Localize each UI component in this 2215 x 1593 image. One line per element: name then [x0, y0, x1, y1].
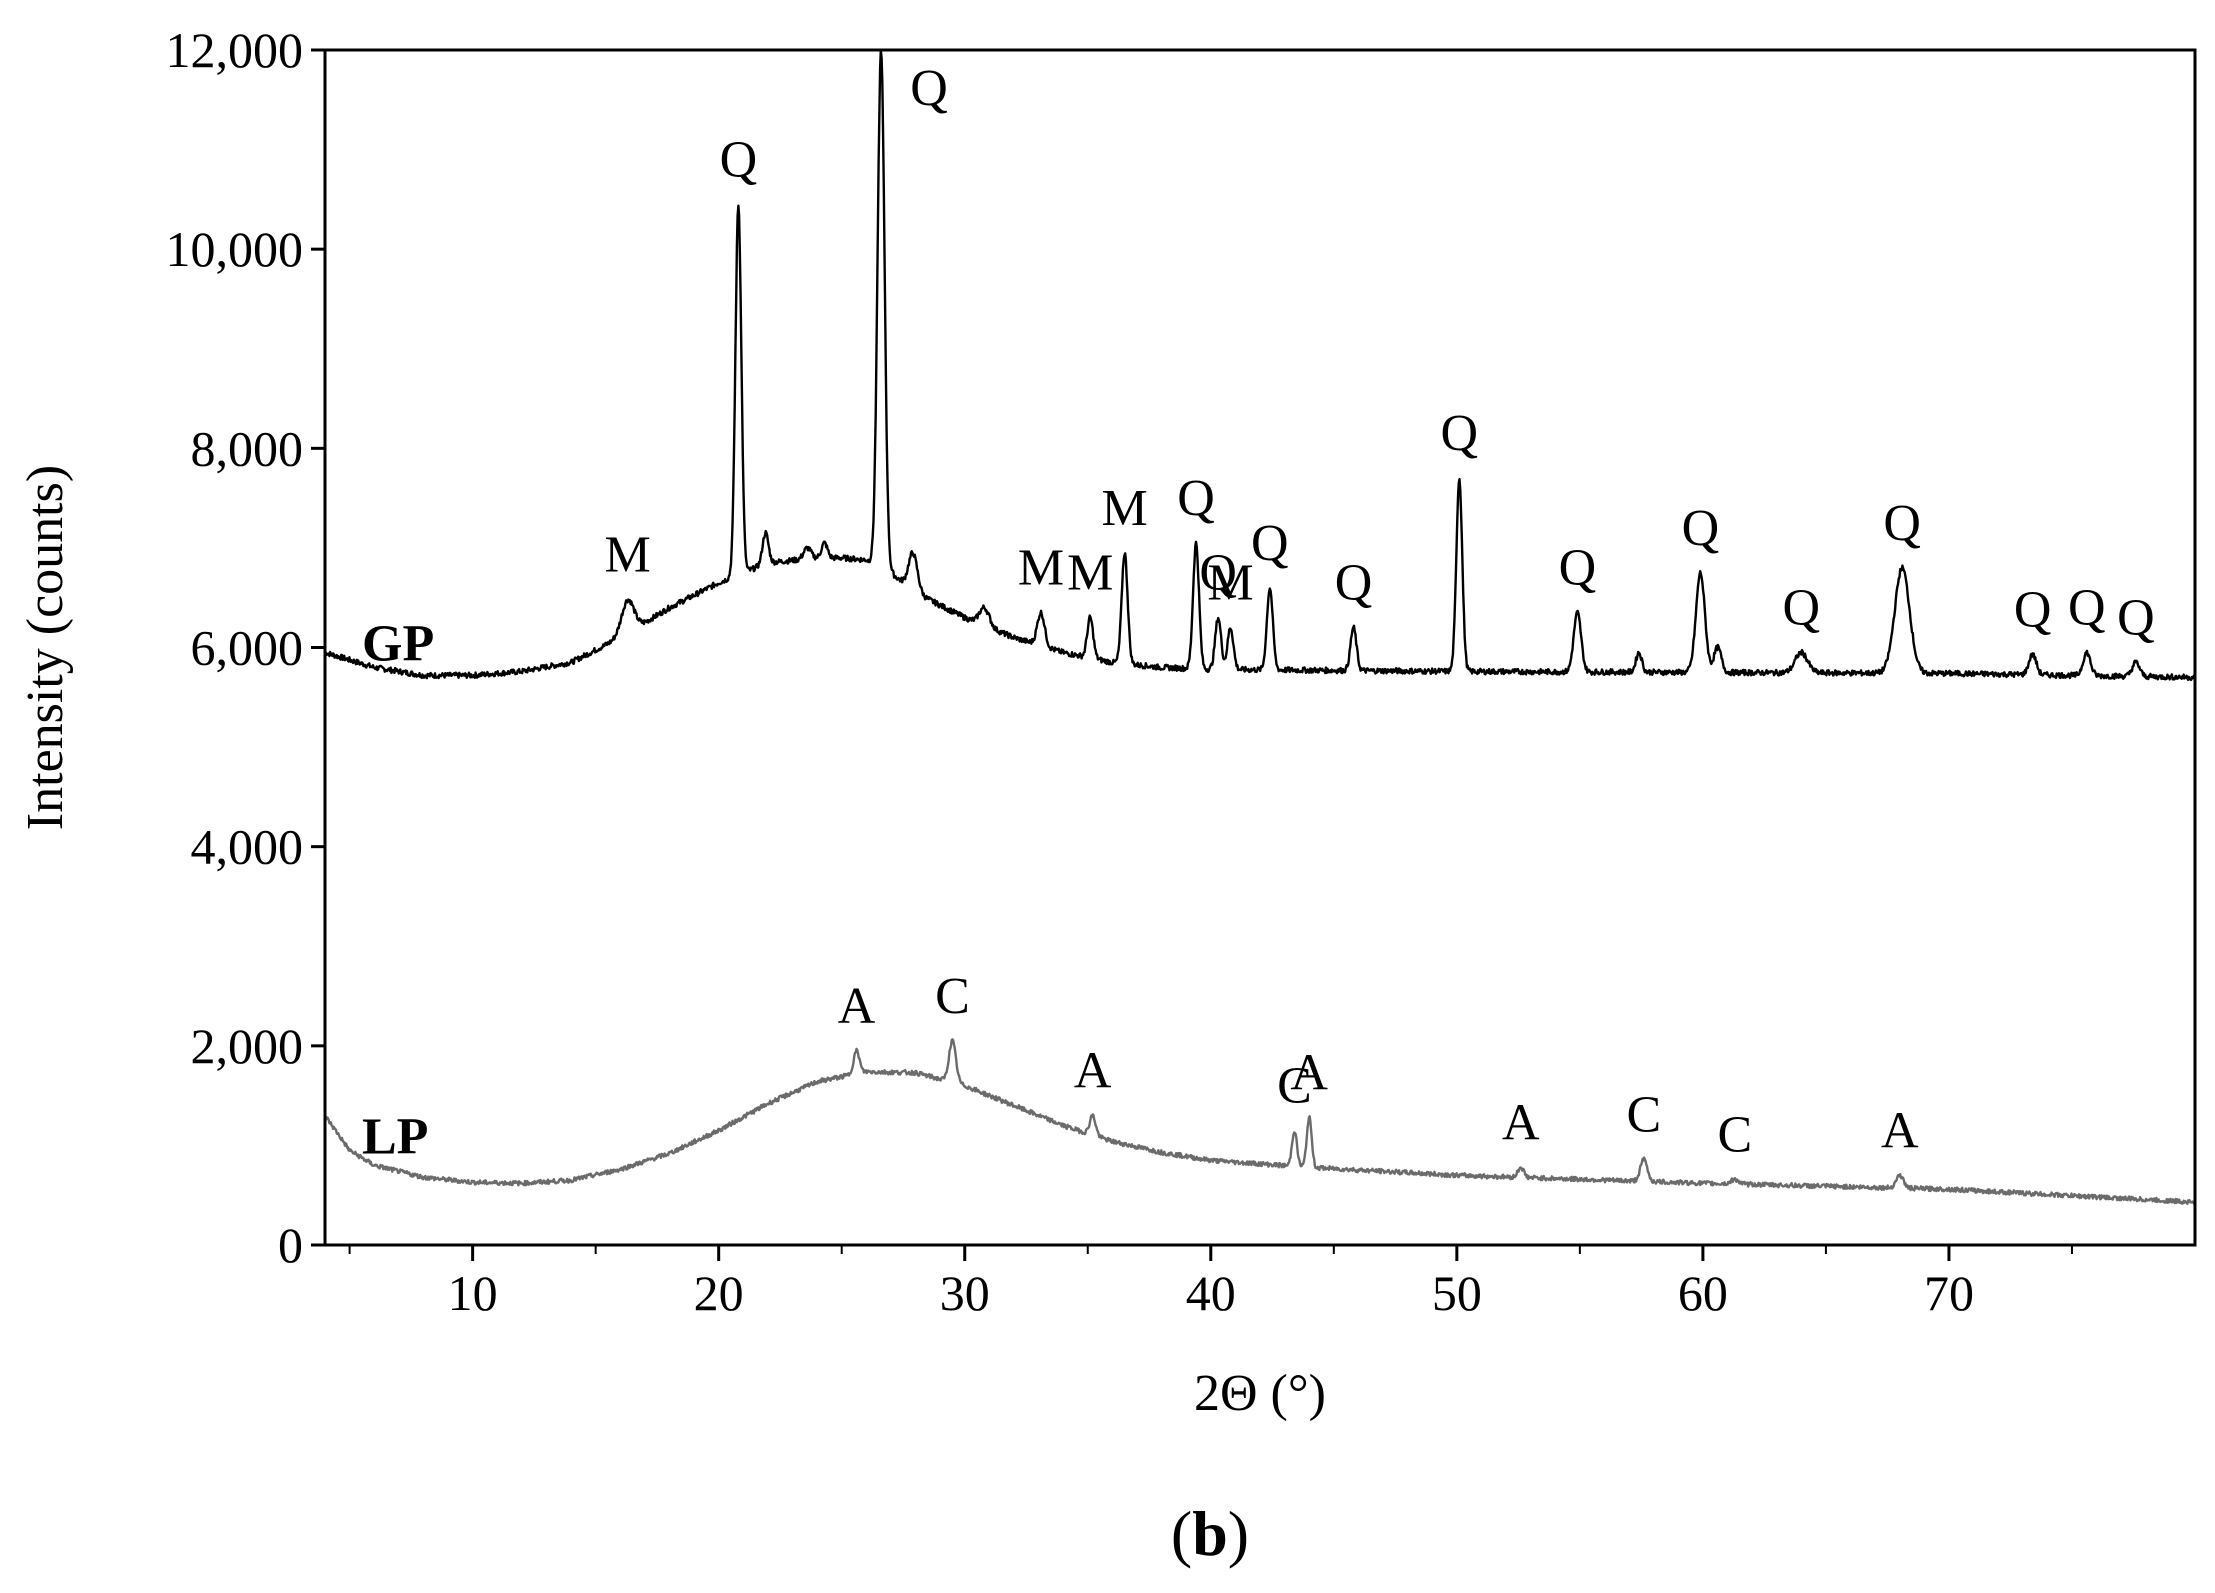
y-axis-label: Intensity (counts)	[17, 465, 74, 830]
peak-label: Q	[720, 131, 758, 188]
panel-label-open: (	[1171, 1498, 1192, 1569]
peak-label: Q	[1883, 495, 1921, 552]
series-line-lp	[323, 1038, 2196, 1205]
x-tick-label: 70	[1924, 1265, 1974, 1321]
x-tick-label: 60	[1678, 1265, 1728, 1321]
x-tick-label: 30	[940, 1265, 990, 1321]
peak-label: Q	[2117, 589, 2155, 646]
x-tick-label: 40	[1186, 1265, 1236, 1321]
peak-label: Q	[1783, 579, 1821, 636]
peak-label: C	[1718, 1106, 1753, 1163]
y-tick-label: 12,000	[166, 22, 304, 78]
x-axis-label: 2Θ (°)	[1194, 1365, 1326, 1422]
y-tick-label: 2,000	[191, 1018, 304, 1074]
peak-label: M	[1102, 480, 1148, 537]
x-tick-label: 50	[1432, 1265, 1482, 1321]
series-name-layer: GP LP	[362, 616, 434, 1166]
peak-label: A	[838, 978, 876, 1035]
peak-label: M	[1067, 545, 1113, 602]
peak-label: M	[1018, 540, 1064, 597]
y-tick-label: 6,000	[191, 620, 304, 676]
peak-label: Q	[2014, 581, 2052, 638]
panel-label-letter: b	[1192, 1498, 1228, 1569]
peak-label: Q	[1335, 555, 1373, 612]
peak-label: M	[605, 527, 651, 584]
series-line-gp	[324, 49, 2196, 682]
x-tick-label: 20	[694, 1265, 744, 1321]
series-name-lp: LP	[362, 1108, 428, 1165]
peak-label: A	[1290, 1045, 1328, 1102]
peak-label: C	[935, 968, 970, 1025]
x-tick-label: 10	[448, 1265, 498, 1321]
tick-layer: 0 2,000 4,000 6,000 8,000 10,000 12,000 10 20 30 4…	[166, 22, 2073, 1321]
peak-label: C	[1277, 1057, 1312, 1114]
series-name-gp: GP	[362, 616, 434, 673]
peak-label: Q	[1682, 500, 1720, 557]
y-tick-label: 4,000	[191, 819, 304, 875]
peak-label: Q	[910, 60, 948, 117]
peak-label: Q	[1199, 545, 1237, 602]
y-tick-label: 10,000	[166, 221, 304, 277]
peak-label: M	[1207, 555, 1253, 612]
peak-label: A	[1074, 1043, 1112, 1100]
peak-label: A	[1502, 1094, 1540, 1151]
y-tick-label: 0	[278, 1217, 303, 1273]
peak-label: Q	[1177, 470, 1215, 527]
peak-label: Q	[1441, 405, 1479, 462]
peak-label: Q	[1559, 540, 1597, 597]
panel-label: (b)	[1171, 1498, 1249, 1569]
y-tick-label: 8,000	[191, 420, 304, 476]
panel-label-close: )	[1228, 1498, 1249, 1569]
peak-label: C	[1626, 1086, 1661, 1143]
peak-label: A	[1881, 1102, 1919, 1159]
series-layer	[323, 49, 2196, 1205]
peak-label: Q	[1251, 515, 1289, 572]
peak-label: Q	[2068, 579, 2106, 636]
